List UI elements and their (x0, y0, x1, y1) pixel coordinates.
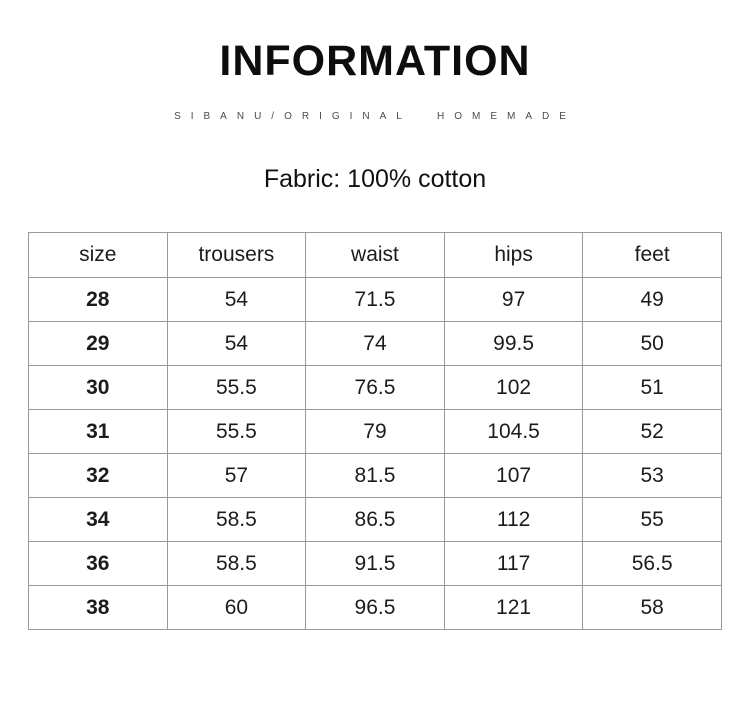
table-cell: 55.5 (166, 365, 307, 410)
table-cell: 102 (443, 365, 584, 410)
table-row: 28 54 71.5 97 49 (28, 277, 722, 322)
table-cell: 60 (166, 585, 307, 630)
table-row: 32 57 81.5 107 53 (28, 453, 722, 498)
table-cell: 112 (443, 497, 584, 542)
table-cell: 96.5 (305, 585, 445, 630)
table-cell: 104.5 (443, 409, 584, 454)
table-cell: 58.5 (166, 497, 307, 542)
table-cell: 81.5 (305, 453, 445, 498)
table-cell: 86.5 (305, 497, 445, 542)
fabric-info: Fabric: 100% cotton (263, 165, 487, 193)
page-title: INFORMATION (219, 37, 531, 85)
table-cell: 55 (582, 497, 722, 542)
table-cell: 55.5 (166, 409, 307, 454)
size-cell: 34 (28, 497, 168, 542)
table-cell: 71.5 (305, 277, 445, 322)
table-cell: 79 (305, 409, 445, 454)
size-cell: 28 (28, 277, 168, 322)
column-header-feet: feet (582, 232, 722, 278)
table-cell: 53 (582, 453, 722, 498)
size-cell: 31 (28, 409, 168, 454)
table-row: 34 58.5 86.5 112 55 (28, 497, 722, 542)
table-cell: 58.5 (166, 541, 307, 586)
size-chart-table: size trousers waist hips feet 28 54 71.5 97 49 29… (28, 232, 722, 630)
table-cell: 54 (166, 277, 307, 322)
size-cell: 32 (28, 453, 168, 498)
size-cell: 29 (28, 321, 168, 366)
size-cell: 36 (28, 541, 168, 586)
brand-subtitle: SIBANU/ORIGINAL HOMEMADE (174, 111, 576, 122)
table-row: 31 55.5 79 104.5 52 (28, 409, 722, 454)
table-row: 38 60 96.5 121 58 (28, 585, 722, 630)
size-chart-body: 28 54 71.5 97 49 29 54 74 99.5 50 30 55.5 76.5 102 51 3… (28, 277, 722, 630)
table-cell: 91.5 (305, 541, 445, 586)
column-header-size: size (28, 232, 168, 278)
table-cell: 58 (582, 585, 722, 630)
size-cell: 30 (28, 365, 168, 410)
table-cell: 56.5 (582, 541, 722, 586)
table-cell: 49 (582, 277, 722, 322)
table-cell: 54 (166, 321, 307, 366)
table-cell: 121 (443, 585, 584, 630)
table-cell: 74 (305, 321, 445, 366)
table-header-row: size trousers waist hips feet (28, 232, 722, 278)
column-header-trousers: trousers (166, 232, 307, 278)
information-section: INFORMATION SIBANU/ORIGINAL HOMEMADE Fab… (0, 40, 750, 630)
table-cell: 117 (443, 541, 584, 586)
table-cell: 57 (166, 453, 307, 498)
table-row: 36 58.5 91.5 117 56.5 (28, 541, 722, 586)
column-header-hips: hips (443, 232, 584, 278)
table-row: 30 55.5 76.5 102 51 (28, 365, 722, 410)
column-header-waist: waist (305, 232, 445, 278)
table-cell: 52 (582, 409, 722, 454)
table-cell: 97 (443, 277, 584, 322)
table-row: 29 54 74 99.5 50 (28, 321, 722, 366)
table-cell: 99.5 (443, 321, 584, 366)
size-cell: 38 (28, 585, 168, 630)
table-cell: 107 (443, 453, 584, 498)
size-chart-header: size trousers waist hips feet (28, 232, 722, 278)
table-cell: 76.5 (305, 365, 445, 410)
table-cell: 51 (582, 365, 722, 410)
table-cell: 50 (582, 321, 722, 366)
